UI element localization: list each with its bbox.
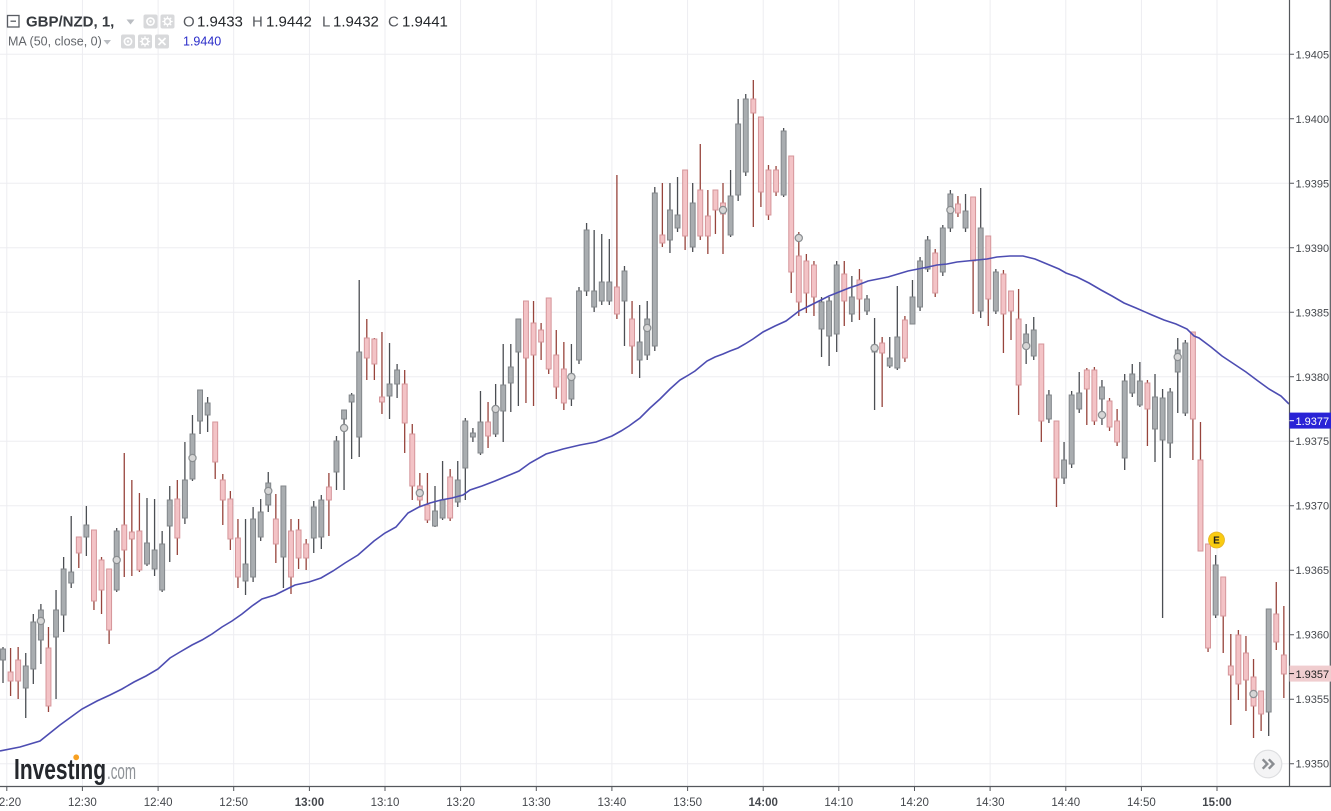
svg-text:1.9441: 1.9441 — [402, 14, 448, 31]
svg-text:12:50: 12:50 — [219, 797, 248, 809]
svg-text:14:00: 14:00 — [748, 797, 777, 809]
svg-text:13:00: 13:00 — [295, 797, 324, 809]
svg-text:13:30: 13:30 — [522, 797, 551, 809]
svg-text:13:50: 13:50 — [673, 797, 702, 809]
svg-text:14:10: 14:10 — [824, 797, 853, 809]
svg-text:Investıng: Investıng — [14, 754, 106, 786]
svg-text:1.9377: 1.9377 — [1296, 416, 1330, 428]
svg-text:GBP/NZD, 1,: GBP/NZD, 1, — [26, 14, 114, 31]
svg-text:1.9440: 1.9440 — [183, 35, 221, 49]
svg-text:1.9350: 1.9350 — [1296, 759, 1330, 771]
svg-text:1.9355: 1.9355 — [1296, 694, 1330, 706]
svg-text:E: E — [1213, 536, 1220, 547]
svg-text:14:30: 14:30 — [976, 797, 1005, 809]
svg-text:1.9385: 1.9385 — [1296, 307, 1330, 319]
svg-text:15:00: 15:00 — [1202, 797, 1231, 809]
svg-text:13:40: 13:40 — [598, 797, 627, 809]
svg-text:MA (50, close, 0): MA (50, close, 0) — [8, 35, 102, 49]
svg-text:1.9395: 1.9395 — [1296, 178, 1330, 190]
svg-text:1.9432: 1.9432 — [333, 14, 379, 31]
svg-text:1.9375: 1.9375 — [1296, 436, 1330, 448]
svg-text:O: O — [183, 14, 195, 31]
svg-text:1.9390: 1.9390 — [1296, 243, 1330, 255]
svg-text:C: C — [388, 14, 399, 31]
svg-text:H: H — [252, 14, 263, 31]
svg-text:1.9442: 1.9442 — [266, 14, 312, 31]
svg-text:13:20: 13:20 — [446, 797, 475, 809]
svg-text:L: L — [322, 14, 330, 31]
svg-text:1.9357: 1.9357 — [1296, 669, 1330, 681]
svg-text:1.9380: 1.9380 — [1296, 372, 1330, 384]
svg-text:13:10: 13:10 — [371, 797, 400, 809]
svg-text:1.9400: 1.9400 — [1296, 114, 1330, 126]
svg-text:12:40: 12:40 — [144, 797, 173, 809]
svg-text:1.9365: 1.9365 — [1296, 565, 1330, 577]
svg-text:1.9370: 1.9370 — [1296, 501, 1330, 513]
svg-text:1.9360: 1.9360 — [1296, 630, 1330, 642]
svg-text:1.9405: 1.9405 — [1296, 49, 1330, 61]
svg-text:12:20: 12:20 — [0, 797, 21, 809]
svg-text:12:30: 12:30 — [68, 797, 97, 809]
svg-text:14:40: 14:40 — [1051, 797, 1080, 809]
svg-text:1.9433: 1.9433 — [197, 14, 243, 31]
svg-text:14:20: 14:20 — [900, 797, 929, 809]
svg-text:.com: .com — [107, 759, 136, 784]
svg-text:14:50: 14:50 — [1127, 797, 1156, 809]
